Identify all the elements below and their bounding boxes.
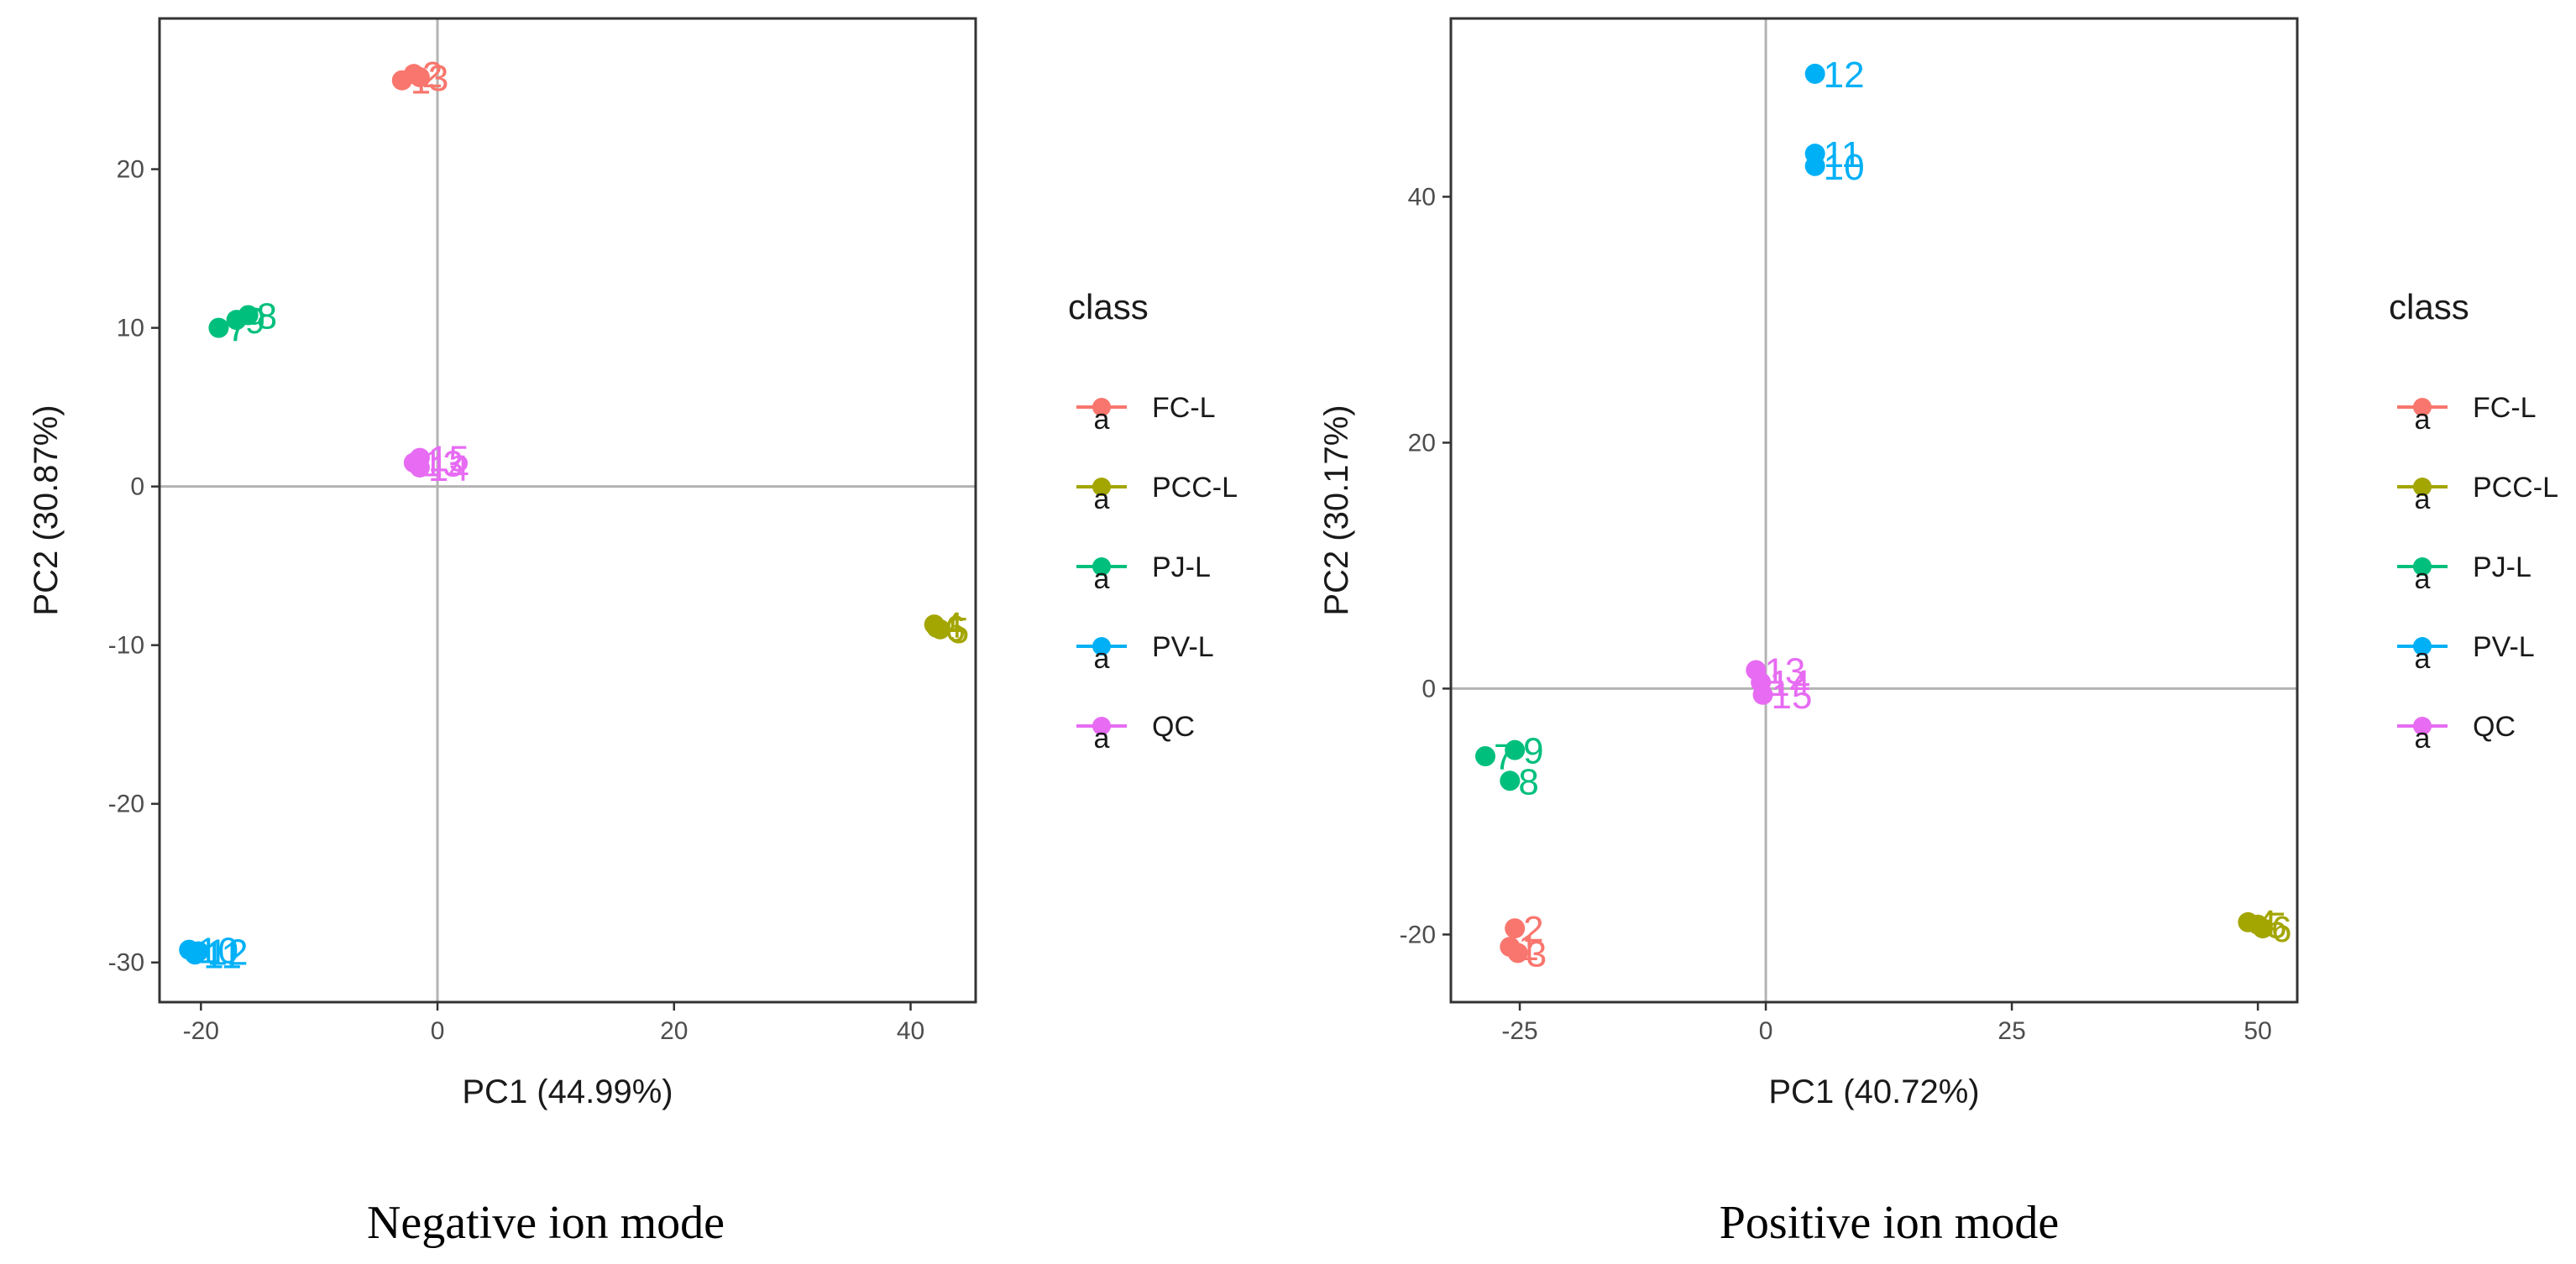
y-axis-title: PC2 (30.17%) — [1318, 405, 1355, 615]
y-axis-title: PC2 (30.87%) — [28, 405, 65, 615]
point-label: 11 — [203, 935, 242, 976]
data-point — [1505, 918, 1526, 939]
point-label: 14 — [1769, 663, 1810, 704]
legend-title: class — [2389, 287, 2469, 326]
y-tick-label: 20 — [1408, 429, 1436, 457]
legend-label: PV-L — [2473, 631, 2535, 663]
data-point — [1475, 746, 1496, 766]
point-label: 5 — [949, 610, 969, 651]
x-axis-title: PC1 (40.72%) — [1768, 1073, 1979, 1110]
legend-title: class — [1068, 287, 1149, 326]
data-point — [188, 941, 209, 962]
plot-border — [158, 17, 977, 1004]
data-point — [1505, 739, 1526, 760]
x-tick-label: 20 — [660, 1017, 688, 1045]
point-label: 13 — [1764, 650, 1805, 692]
point-label: 9 — [1523, 731, 1543, 772]
point-label: 12 — [207, 932, 248, 974]
point-label: 8 — [257, 295, 277, 337]
y-tick-label: -20 — [108, 791, 144, 818]
point-label: 6 — [945, 608, 966, 650]
point-label: 14 — [428, 448, 469, 489]
legend-label: QC — [2473, 711, 2516, 743]
data-point — [926, 617, 947, 638]
legend-key-point — [1092, 478, 1111, 496]
chart-panel-2: -2502550-2002040123456789101112131415PC1… — [1318, 17, 2558, 1249]
legend-label: PCC-L — [2473, 472, 2558, 504]
legend: class a FC-L a PCC-L a PJ-L a PV-L a QC — [1068, 287, 1238, 755]
point-label: 2 — [1523, 909, 1543, 950]
legend-key-letter: a — [2415, 404, 2431, 436]
legend-key-point — [1092, 637, 1111, 656]
legend-key-point — [2413, 478, 2432, 496]
x-tick-label: 40 — [897, 1017, 924, 1045]
chart-panel-1: -2002040-30-20-1001020123456789101112131… — [28, 17, 1238, 1249]
y-tick-label: -30 — [108, 949, 144, 977]
legend-key-point — [1092, 398, 1111, 416]
legend-key-point — [2413, 557, 2432, 576]
y-tick-label: -10 — [108, 632, 144, 660]
legend-key-letter: a — [1094, 643, 1110, 675]
point-label: 8 — [1518, 761, 1538, 802]
legend-label: FC-L — [2473, 392, 2537, 424]
legend-key-point — [2413, 398, 2432, 416]
legend-label: QC — [1152, 711, 1195, 743]
x-tick-label: 0 — [431, 1017, 445, 1045]
data-point — [208, 317, 229, 338]
data-point — [1507, 943, 1528, 964]
legend-key-point — [1092, 717, 1111, 735]
data-point — [1804, 63, 1825, 84]
legend-key-letter: a — [2415, 643, 2431, 675]
legend-key-point — [2413, 637, 2432, 656]
x-tick-label: -25 — [1501, 1017, 1537, 1045]
legend-label: PCC-L — [1152, 472, 1238, 504]
x-tick-label: 50 — [2244, 1017, 2271, 1045]
data-point — [1752, 684, 1773, 705]
data-point — [2252, 918, 2273, 939]
x-tick-label: 25 — [1997, 1017, 2025, 1045]
legend-key-point — [2413, 717, 2432, 735]
x-tick-label: 0 — [1759, 1017, 1773, 1045]
x-axis-title: PC1 (44.99%) — [462, 1073, 673, 1110]
point-label: 10 — [1824, 147, 1865, 188]
legend-label: PJ-L — [1152, 551, 1211, 583]
data-point — [409, 66, 430, 87]
data-point — [226, 310, 247, 331]
y-tick-label: 0 — [1422, 675, 1436, 703]
plot-border — [1449, 17, 2299, 1004]
panel-caption: Negative ion mode — [367, 1197, 725, 1249]
legend-key-letter: a — [1094, 404, 1110, 436]
point-label: 9 — [245, 300, 265, 342]
point-label: 3 — [428, 58, 448, 99]
point-label: 15 — [1772, 676, 1813, 717]
legend: class a FC-L a PCC-L a PJ-L a PV-L a QC — [2389, 287, 2558, 755]
point-label: 12 — [1824, 55, 1865, 96]
data-point — [1500, 770, 1521, 791]
data-point — [1804, 144, 1825, 165]
y-tick-label: 20 — [117, 156, 144, 184]
point-label: 15 — [428, 439, 469, 480]
legend-label: PV-L — [1152, 631, 1214, 663]
y-tick-label: 0 — [130, 473, 144, 501]
legend-key-letter: a — [2415, 563, 2431, 595]
legend-key-letter: a — [2415, 723, 2431, 755]
y-tick-label: 10 — [117, 315, 144, 342]
legend-key-letter: a — [1094, 563, 1110, 595]
legend-label: FC-L — [1152, 392, 1216, 424]
y-tick-label: 40 — [1408, 183, 1436, 211]
legend-key-letter: a — [2415, 483, 2431, 515]
legend-label: PJ-L — [2473, 551, 2531, 583]
data-point — [409, 447, 430, 468]
legend-key-point — [1092, 557, 1111, 576]
legend-key-letter: a — [1094, 483, 1110, 515]
point-label: 3 — [1526, 933, 1547, 974]
y-tick-label: -20 — [1400, 921, 1436, 948]
point-label: 11 — [1824, 134, 1862, 175]
panel-caption: Positive ion mode — [1720, 1197, 2059, 1249]
legend-key-letter: a — [1094, 723, 1110, 755]
x-tick-label: -20 — [183, 1017, 219, 1045]
point-label: 6 — [2271, 909, 2291, 950]
